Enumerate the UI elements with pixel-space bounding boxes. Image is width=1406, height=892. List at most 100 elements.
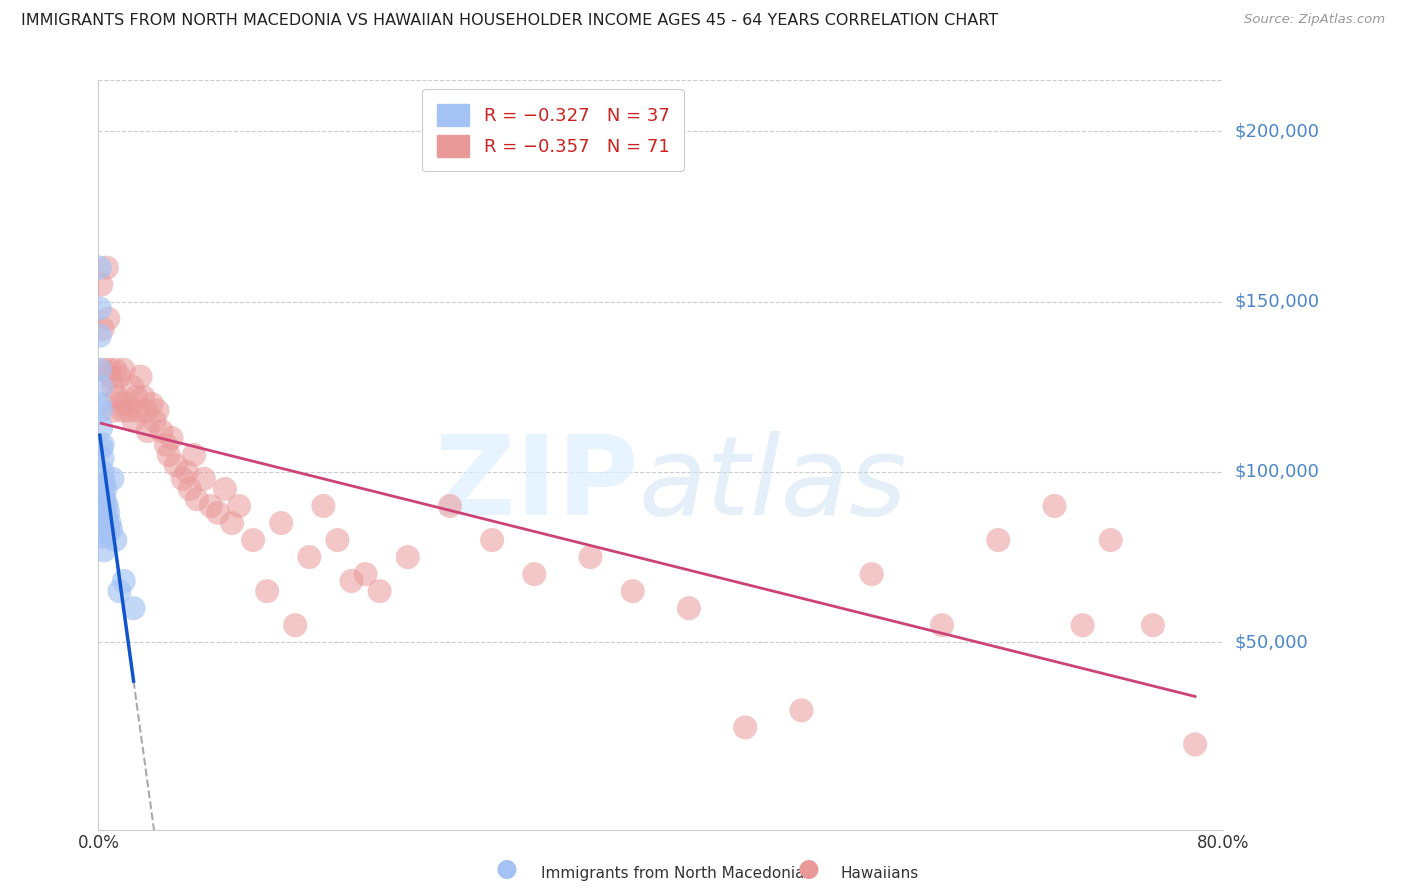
- Point: [93, 363, 115, 377]
- Point: [89, 363, 111, 377]
- Point: [100, 523, 122, 537]
- Point: [96, 513, 118, 527]
- Point: [326, 533, 349, 547]
- Point: [136, 424, 159, 438]
- Point: [127, 403, 149, 417]
- Point: [214, 482, 236, 496]
- Point: [91, 451, 114, 466]
- Point: [91, 465, 114, 479]
- Point: [121, 380, 143, 394]
- Point: [122, 601, 145, 615]
- Point: [155, 438, 177, 452]
- Point: [125, 390, 148, 404]
- Point: [122, 414, 145, 428]
- Point: [94, 482, 117, 496]
- Text: $100,000: $100,000: [1234, 463, 1319, 481]
- Point: [221, 516, 243, 530]
- Point: [103, 403, 125, 417]
- Point: [678, 601, 700, 615]
- Point: [93, 516, 115, 530]
- Point: [90, 420, 112, 434]
- Point: [579, 550, 602, 565]
- Text: $200,000: $200,000: [1234, 122, 1319, 140]
- Point: [1071, 618, 1094, 632]
- Point: [105, 390, 128, 404]
- Point: [94, 509, 117, 524]
- Point: [101, 380, 124, 394]
- Text: ●: ●: [797, 857, 820, 881]
- Point: [91, 506, 114, 520]
- Point: [1142, 618, 1164, 632]
- Point: [90, 403, 112, 417]
- Point: [987, 533, 1010, 547]
- Point: [860, 567, 883, 582]
- Point: [270, 516, 292, 530]
- Legend: R = −0.327   N = 37, R = −0.357   N = 71: R = −0.327 N = 37, R = −0.357 N = 71: [422, 89, 685, 171]
- Point: [186, 492, 208, 507]
- Point: [481, 533, 503, 547]
- Point: [242, 533, 264, 547]
- Point: [396, 550, 419, 565]
- Point: [90, 277, 112, 292]
- Point: [115, 397, 138, 411]
- Point: [298, 550, 321, 565]
- Point: [284, 618, 307, 632]
- Point: [228, 499, 250, 513]
- Point: [110, 397, 132, 411]
- Point: [97, 519, 120, 533]
- Point: [1043, 499, 1066, 513]
- Point: [91, 322, 114, 336]
- Point: [176, 465, 198, 479]
- Point: [1184, 738, 1206, 752]
- Point: [200, 499, 222, 513]
- Point: [931, 618, 953, 632]
- Point: [108, 584, 131, 599]
- Point: [93, 543, 115, 558]
- Point: [93, 530, 115, 544]
- Point: [193, 472, 215, 486]
- Point: [312, 499, 335, 513]
- Point: [621, 584, 644, 599]
- Point: [112, 363, 135, 377]
- Point: [112, 574, 135, 588]
- Point: [96, 526, 118, 541]
- Point: [104, 533, 127, 547]
- Point: [94, 495, 117, 509]
- Point: [143, 414, 166, 428]
- Point: [207, 506, 229, 520]
- Point: [354, 567, 377, 582]
- Point: [146, 403, 169, 417]
- Point: [89, 301, 111, 316]
- Point: [91, 478, 114, 492]
- Point: [172, 472, 194, 486]
- Point: [256, 584, 278, 599]
- Point: [523, 567, 546, 582]
- Point: [94, 523, 117, 537]
- Point: [135, 403, 157, 417]
- Point: [93, 502, 115, 516]
- Point: [91, 438, 114, 452]
- Text: ●: ●: [495, 857, 517, 881]
- Point: [90, 441, 112, 455]
- Point: [129, 369, 152, 384]
- Point: [118, 403, 141, 417]
- Point: [89, 260, 111, 275]
- Point: [1099, 533, 1122, 547]
- Text: Hawaiians: Hawaiians: [841, 866, 920, 881]
- Text: Source: ZipAtlas.com: Source: ZipAtlas.com: [1244, 13, 1385, 27]
- Point: [108, 369, 131, 384]
- Point: [101, 472, 124, 486]
- Text: atlas: atlas: [638, 432, 907, 539]
- Point: [100, 369, 122, 384]
- Point: [96, 260, 118, 275]
- Point: [368, 584, 391, 599]
- Point: [89, 328, 111, 343]
- Point: [98, 363, 121, 377]
- Point: [340, 574, 363, 588]
- Point: [93, 475, 115, 490]
- Point: [93, 489, 115, 503]
- Text: $50,000: $50,000: [1234, 633, 1308, 651]
- Point: [165, 458, 187, 472]
- Text: IMMIGRANTS FROM NORTH MACEDONIA VS HAWAIIAN HOUSEHOLDER INCOME AGES 45 - 64 YEAR: IMMIGRANTS FROM NORTH MACEDONIA VS HAWAI…: [21, 13, 998, 29]
- Point: [790, 703, 813, 717]
